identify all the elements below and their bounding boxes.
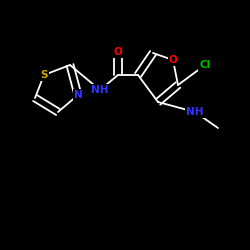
Text: N: N — [74, 90, 82, 100]
Text: NH: NH — [186, 107, 204, 117]
Text: Cl: Cl — [200, 60, 210, 70]
Text: NH: NH — [91, 85, 109, 95]
Text: S: S — [40, 70, 48, 80]
Text: O: O — [168, 55, 177, 65]
Text: O: O — [114, 47, 122, 57]
